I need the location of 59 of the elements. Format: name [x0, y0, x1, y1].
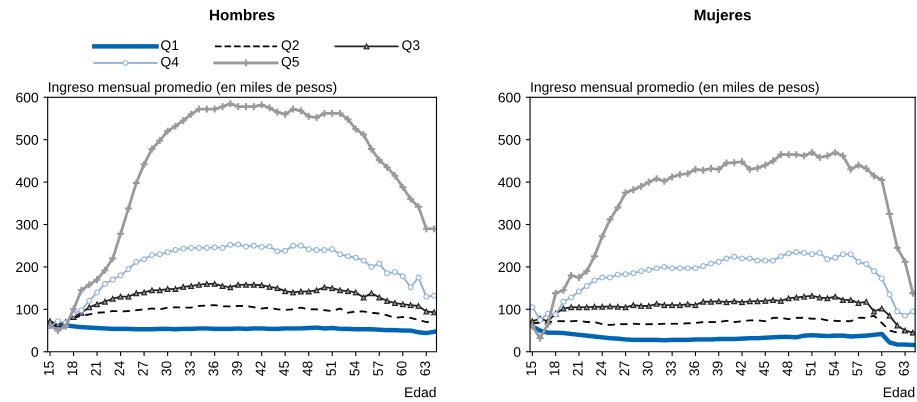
x-tick-label: 21 [90, 361, 101, 376]
x-tick-label: 33 [185, 361, 195, 376]
x-tick-label: 30 [162, 361, 172, 376]
x-tick-label: 42 [736, 361, 746, 376]
y-tick-label: 500 [16, 135, 38, 145]
y-tick-label: 100 [16, 304, 38, 315]
y-tick-label: 200 [16, 262, 38, 272]
x-tick-label: 48 [782, 361, 792, 376]
x-tick-label: 18 [67, 361, 78, 376]
y-tick-label: 200 [498, 262, 520, 272]
x-tick-label: 39 [712, 361, 722, 376]
chart-title: Mujeres [694, 9, 751, 24]
x-tick-label: 24 [596, 361, 606, 376]
x-tick-label: 18 [550, 361, 560, 376]
x-tick-label: 36 [208, 361, 218, 376]
x-tick-label: 63 [420, 361, 430, 376]
x-tick-label: 57 [852, 361, 862, 376]
y-tick-label: 300 [498, 220, 520, 230]
legend-label: Q1 [161, 40, 178, 53]
x-tick-label: 51 [326, 361, 336, 376]
y-tick-label: 600 [16, 92, 38, 102]
y-axis-title: Ingreso mensual promedio (en miles de pesos) [531, 82, 819, 95]
y-axis-title: Ingreso mensual promedio (en miles de pesos) [48, 82, 336, 95]
y-tick-label: 0 [31, 347, 38, 357]
x-tick-label: 15 [44, 361, 54, 376]
x-tick-label: 15 [526, 361, 536, 376]
x-axis-title: Edad [884, 387, 914, 398]
x-tick-label: 24 [114, 361, 124, 376]
x-tick-label: 45 [759, 361, 770, 376]
y-tick-label: 400 [498, 177, 520, 188]
chart-title: Hombres [210, 9, 275, 20]
legend-label: Q2 [282, 40, 299, 53]
x-tick-label: 48 [302, 361, 312, 376]
x-tick-label: 21 [572, 361, 583, 376]
legend-label: Q5 [282, 56, 299, 70]
x-tick-label: 54 [829, 361, 839, 376]
x-tick-label: 27 [619, 361, 630, 376]
x-tick-label: 60 [396, 361, 407, 376]
x-tick-label: 57 [373, 361, 383, 376]
x-tick-label: 27 [138, 361, 148, 376]
x-axis-title: Edad [405, 387, 436, 398]
legend-label: Q4 [161, 56, 179, 70]
y-tick-label: 0 [514, 347, 520, 357]
x-tick-label: 51 [806, 361, 816, 376]
x-tick-label: 33 [666, 361, 676, 376]
legend-label: Q3 [402, 40, 420, 53]
x-tick-label: 54 [350, 361, 360, 376]
x-tick-label: 42 [256, 361, 266, 376]
y-tick-label: 400 [16, 177, 38, 188]
x-tick-label: 60 [876, 361, 886, 376]
x-tick-label: 45 [279, 361, 289, 376]
y-tick-label: 300 [16, 220, 38, 230]
x-tick-label: 36 [689, 361, 700, 376]
x-tick-label: 63 [898, 361, 909, 376]
y-tick-label: 500 [498, 135, 520, 145]
x-tick-label: 30 [642, 361, 653, 376]
y-tick-label: 600 [498, 92, 520, 102]
y-tick-label: 100 [498, 304, 520, 315]
x-tick-label: 39 [232, 361, 242, 376]
